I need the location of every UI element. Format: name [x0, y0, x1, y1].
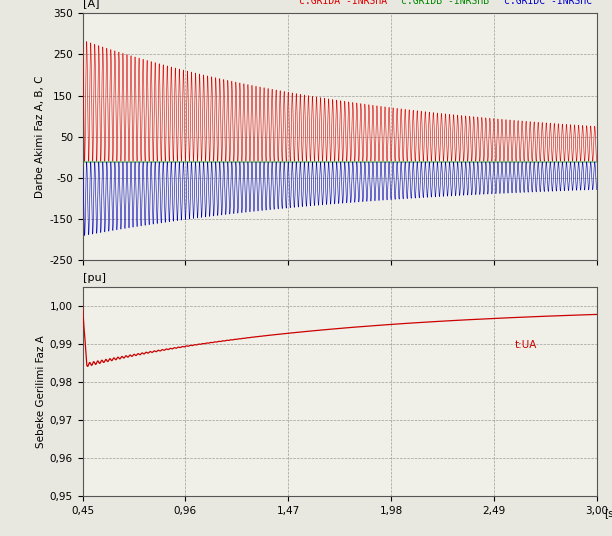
- c:GRIDB -INRSHB: [244, 159, 251, 165]
- c:GRIDB -INRSHB: [516, 159, 523, 165]
- c:GRIDA -INRSHA: [79, 37, 86, 43]
- Y-axis label: Darbe Akimi Faz A, B, C: Darbe Akimi Faz A, B, C: [35, 76, 45, 198]
- c:GRIDC -INRSHC: [244, 173, 251, 179]
- c:GRIDB -INRSHB: [593, 159, 600, 165]
- c:GRIDA -INRSHA: [465, 148, 472, 155]
- Text: c:GRIDB -INRSHB: c:GRIDB -INRSHB: [401, 0, 490, 6]
- c:GRIDA -INRSHA: [534, 133, 541, 139]
- c:GRIDB -INRSHB: [496, 159, 504, 165]
- Text: [s]: [s]: [605, 508, 612, 518]
- Line: c:GRIDA -INRSHA: c:GRIDA -INRSHA: [83, 40, 597, 161]
- c:GRIDC -INRSHC: [136, 175, 143, 182]
- c:GRIDB -INRSHB: [136, 159, 143, 165]
- c:GRIDC -INRSHC: [496, 190, 504, 197]
- c:GRIDC -INRSHC: [593, 187, 600, 193]
- c:GRIDA -INRSHA: [516, 157, 523, 163]
- c:GRIDA -INRSHA: [496, 158, 504, 165]
- Y-axis label: Sebeke Gerilimi Faz A: Sebeke Gerilimi Faz A: [35, 335, 46, 448]
- c:GRIDB -INRSHB: [534, 159, 541, 165]
- Text: c:GRIDC -INRSHC: c:GRIDC -INRSHC: [504, 0, 592, 6]
- c:GRIDA -INRSHA: [244, 102, 251, 109]
- c:GRIDC -INRSHC: [465, 185, 472, 191]
- c:GRIDC -INRSHC: [79, 159, 86, 165]
- Text: [pu]: [pu]: [83, 273, 106, 283]
- c:GRIDC -INRSHC: [534, 169, 541, 176]
- Text: t:UA: t:UA: [515, 340, 537, 351]
- c:GRIDC -INRSHC: [517, 189, 524, 195]
- Text: [A]: [A]: [83, 0, 99, 9]
- Line: c:GRIDC -INRSHC: c:GRIDC -INRSHC: [83, 162, 597, 235]
- c:GRIDA -INRSHA: [593, 158, 600, 165]
- c:GRIDA -INRSHA: [136, 81, 143, 87]
- c:GRIDB -INRSHB: [465, 159, 472, 165]
- c:GRIDB -INRSHB: [79, 159, 86, 165]
- Text: c:GRIDA -INRSHA: c:GRIDA -INRSHA: [299, 0, 387, 6]
- c:GRIDC -INRSHC: [81, 232, 88, 239]
